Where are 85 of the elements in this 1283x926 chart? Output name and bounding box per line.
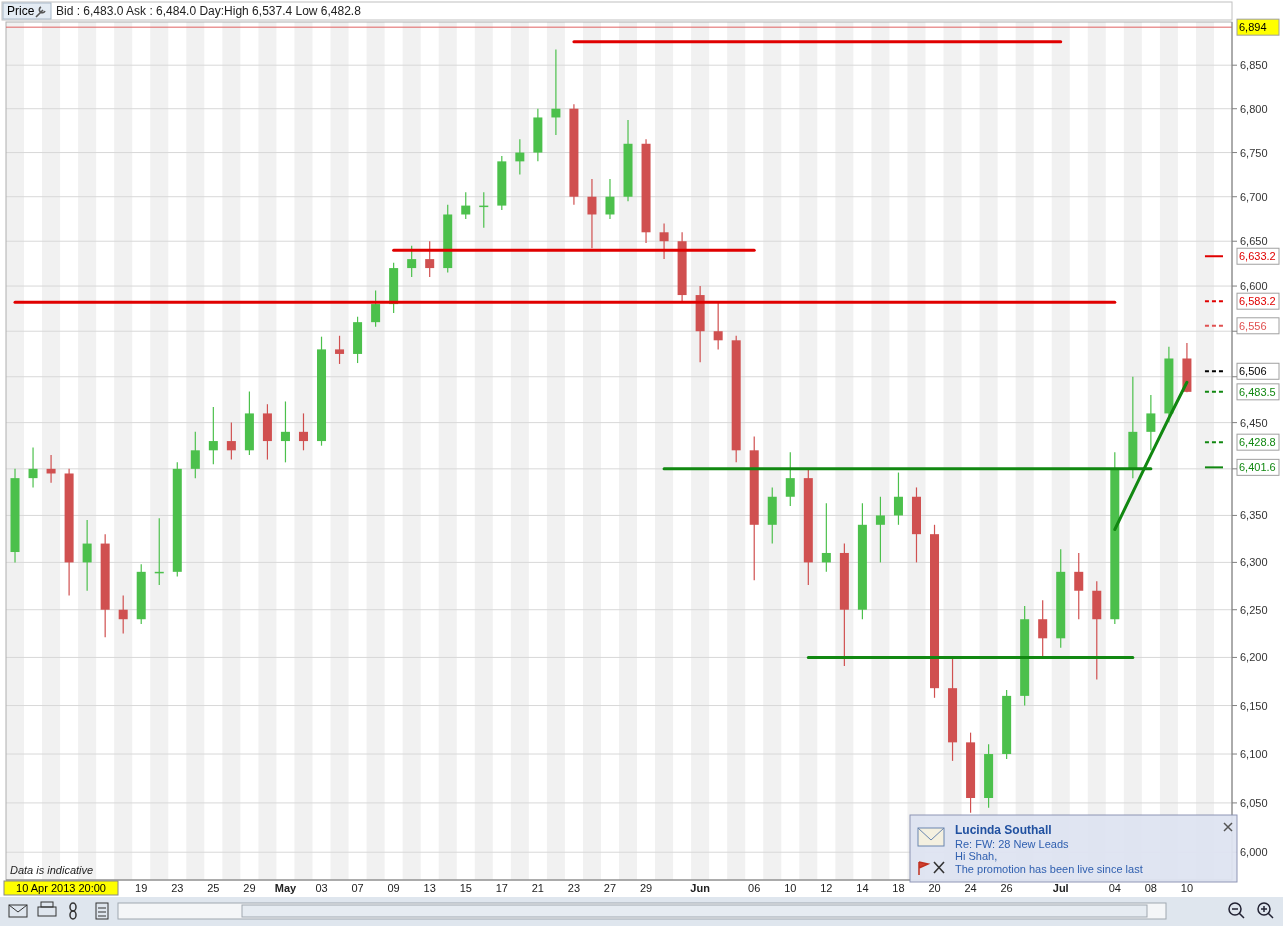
text: 6,583.2 — [1239, 295, 1276, 308]
candlestick — [190, 431, 200, 479]
candlestick — [785, 451, 795, 507]
text: 6,401.6 — [1239, 461, 1276, 474]
candlestick — [461, 191, 471, 220]
x-tick-label: 24 — [964, 882, 977, 894]
text: 6,506 — [1239, 365, 1267, 378]
x-tick-label: 04 — [1108, 882, 1121, 894]
x-tick-label: 15 — [459, 882, 472, 894]
candlestick — [371, 289, 381, 328]
y-tick-label: 6,300 — [1240, 556, 1268, 569]
candlestick — [118, 594, 128, 635]
text: 6,633.2 — [1239, 250, 1276, 263]
x-tick-label: 20 — [928, 882, 941, 894]
x-tick-label: 14 — [856, 882, 869, 894]
ref-line-label: 6,894 — [1239, 21, 1267, 34]
y-tick-label: 6,750 — [1240, 146, 1268, 159]
x-tick-label: 12 — [820, 882, 833, 894]
candlestick — [515, 138, 525, 176]
x-tick-label: 08 — [1144, 882, 1157, 894]
x-tick-label: 09 — [387, 882, 400, 894]
candlestick — [893, 471, 903, 526]
x-tick-label: 10 — [1180, 882, 1194, 894]
text: 6,556 — [1239, 319, 1267, 332]
x-tick-label: 29 — [243, 882, 256, 894]
candlestick — [1146, 394, 1156, 451]
y-tick-label: 6,800 — [1240, 102, 1268, 115]
x-tick-label: May — [274, 882, 298, 894]
x-tick-label: Jun — [690, 882, 711, 894]
candlestick — [1038, 599, 1048, 659]
candlestick — [298, 412, 308, 451]
x-tick-label: 13 — [423, 882, 436, 894]
text: Price — [7, 4, 35, 18]
candlestick — [821, 502, 831, 573]
candlestick — [587, 178, 597, 249]
candlestick — [605, 178, 615, 220]
x-tick-label: 27 — [603, 882, 617, 894]
candlestick — [226, 422, 236, 461]
annotation: Data is indicative — [10, 864, 94, 876]
y-tick-label: 6,000 — [1240, 846, 1268, 859]
x-tick-label: 23 — [171, 882, 184, 894]
text: 6,483.5 — [1239, 385, 1276, 398]
x-tick-label: Jul — [1052, 882, 1069, 894]
annotation: Re: FW: 28 New Leads — [955, 838, 1070, 850]
y-tick-label: 6,150 — [1240, 699, 1268, 712]
y-tick-label: 6,850 — [1240, 59, 1268, 72]
candlestick — [407, 245, 417, 278]
annotation: The promotion has been live since last — [955, 863, 1143, 875]
x-tick-label: 06 — [748, 882, 761, 894]
x-tick-label: 18 — [892, 882, 905, 894]
candlestick — [713, 301, 723, 350]
annotation: Lucinda Southall — [955, 823, 1052, 837]
candlestick — [335, 335, 345, 365]
x-tick-label: 19 — [135, 882, 148, 894]
candlestick — [659, 222, 669, 260]
candlestick — [280, 400, 290, 463]
candlestick — [425, 240, 435, 278]
text: 10 Apr 2013 20:00 — [16, 882, 106, 894]
text: 6,428.8 — [1239, 436, 1276, 449]
annotation: Hi Shah, — [955, 850, 998, 862]
x-tick-label: 25 — [207, 882, 220, 894]
y-tick-label: 6,050 — [1240, 796, 1268, 809]
x-tick-label: 10 — [784, 882, 797, 894]
y-tick-label: 6,450 — [1240, 416, 1268, 429]
candlestick — [208, 406, 218, 465]
x-tick-label: 29 — [639, 882, 653, 894]
candlestick — [875, 496, 885, 563]
text: Bid : 6,483.0 Ask : 6,484.0 Day:High 6,537.4 Low 6,482.8 — [56, 4, 362, 18]
x-tick-label: 23 — [567, 882, 581, 894]
candlestick — [1074, 552, 1084, 620]
x-tick-label: 03 — [315, 882, 328, 894]
x-tick-label: 26 — [1000, 882, 1013, 894]
y-tick-label: 6,650 — [1240, 235, 1268, 248]
candlestick — [28, 446, 38, 489]
candlestick — [551, 49, 561, 136]
y-tick-label: 6,700 — [1240, 190, 1268, 203]
y-tick-label: 6,100 — [1240, 748, 1268, 761]
y-tick-label: 6,350 — [1240, 509, 1268, 522]
y-tick-label: 6,250 — [1240, 603, 1268, 616]
x-tick-label: 07 — [351, 882, 364, 894]
candlestick — [82, 519, 92, 592]
y-tick-label: 6,200 — [1240, 651, 1268, 664]
x-tick-label: 21 — [531, 882, 544, 894]
x-tick-label: 17 — [495, 882, 508, 894]
y-tick-label: 6,600 — [1240, 280, 1268, 293]
